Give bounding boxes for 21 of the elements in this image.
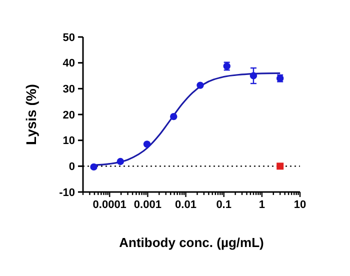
y-tick-label: 40 xyxy=(62,58,75,70)
y-tick-label: 30 xyxy=(62,84,75,96)
x-tick-label: 0.1 xyxy=(216,199,232,211)
y-tick-label: 10 xyxy=(62,135,75,148)
x-tick-label: 0.001 xyxy=(134,199,162,211)
x-axis-title: Antibody conc. (µg/mL) xyxy=(119,235,264,250)
x-tick-label: 10 xyxy=(294,199,306,211)
y-axis-title: Lysis (%) xyxy=(23,84,39,145)
y-tick-label: 50 xyxy=(62,32,75,44)
point xyxy=(116,158,124,166)
x-tick-label: 0.01 xyxy=(175,199,196,211)
y-tick-label: 0 xyxy=(68,161,75,174)
x-tick-label: 0.0001 xyxy=(92,199,126,211)
point xyxy=(143,140,151,148)
point xyxy=(196,82,204,89)
point xyxy=(170,112,178,120)
point xyxy=(250,72,258,80)
y-tick-label: -10 xyxy=(59,186,75,199)
point xyxy=(90,163,98,171)
x-tick-label: 1 xyxy=(258,199,265,211)
y-tick-label: 20 xyxy=(62,109,75,122)
